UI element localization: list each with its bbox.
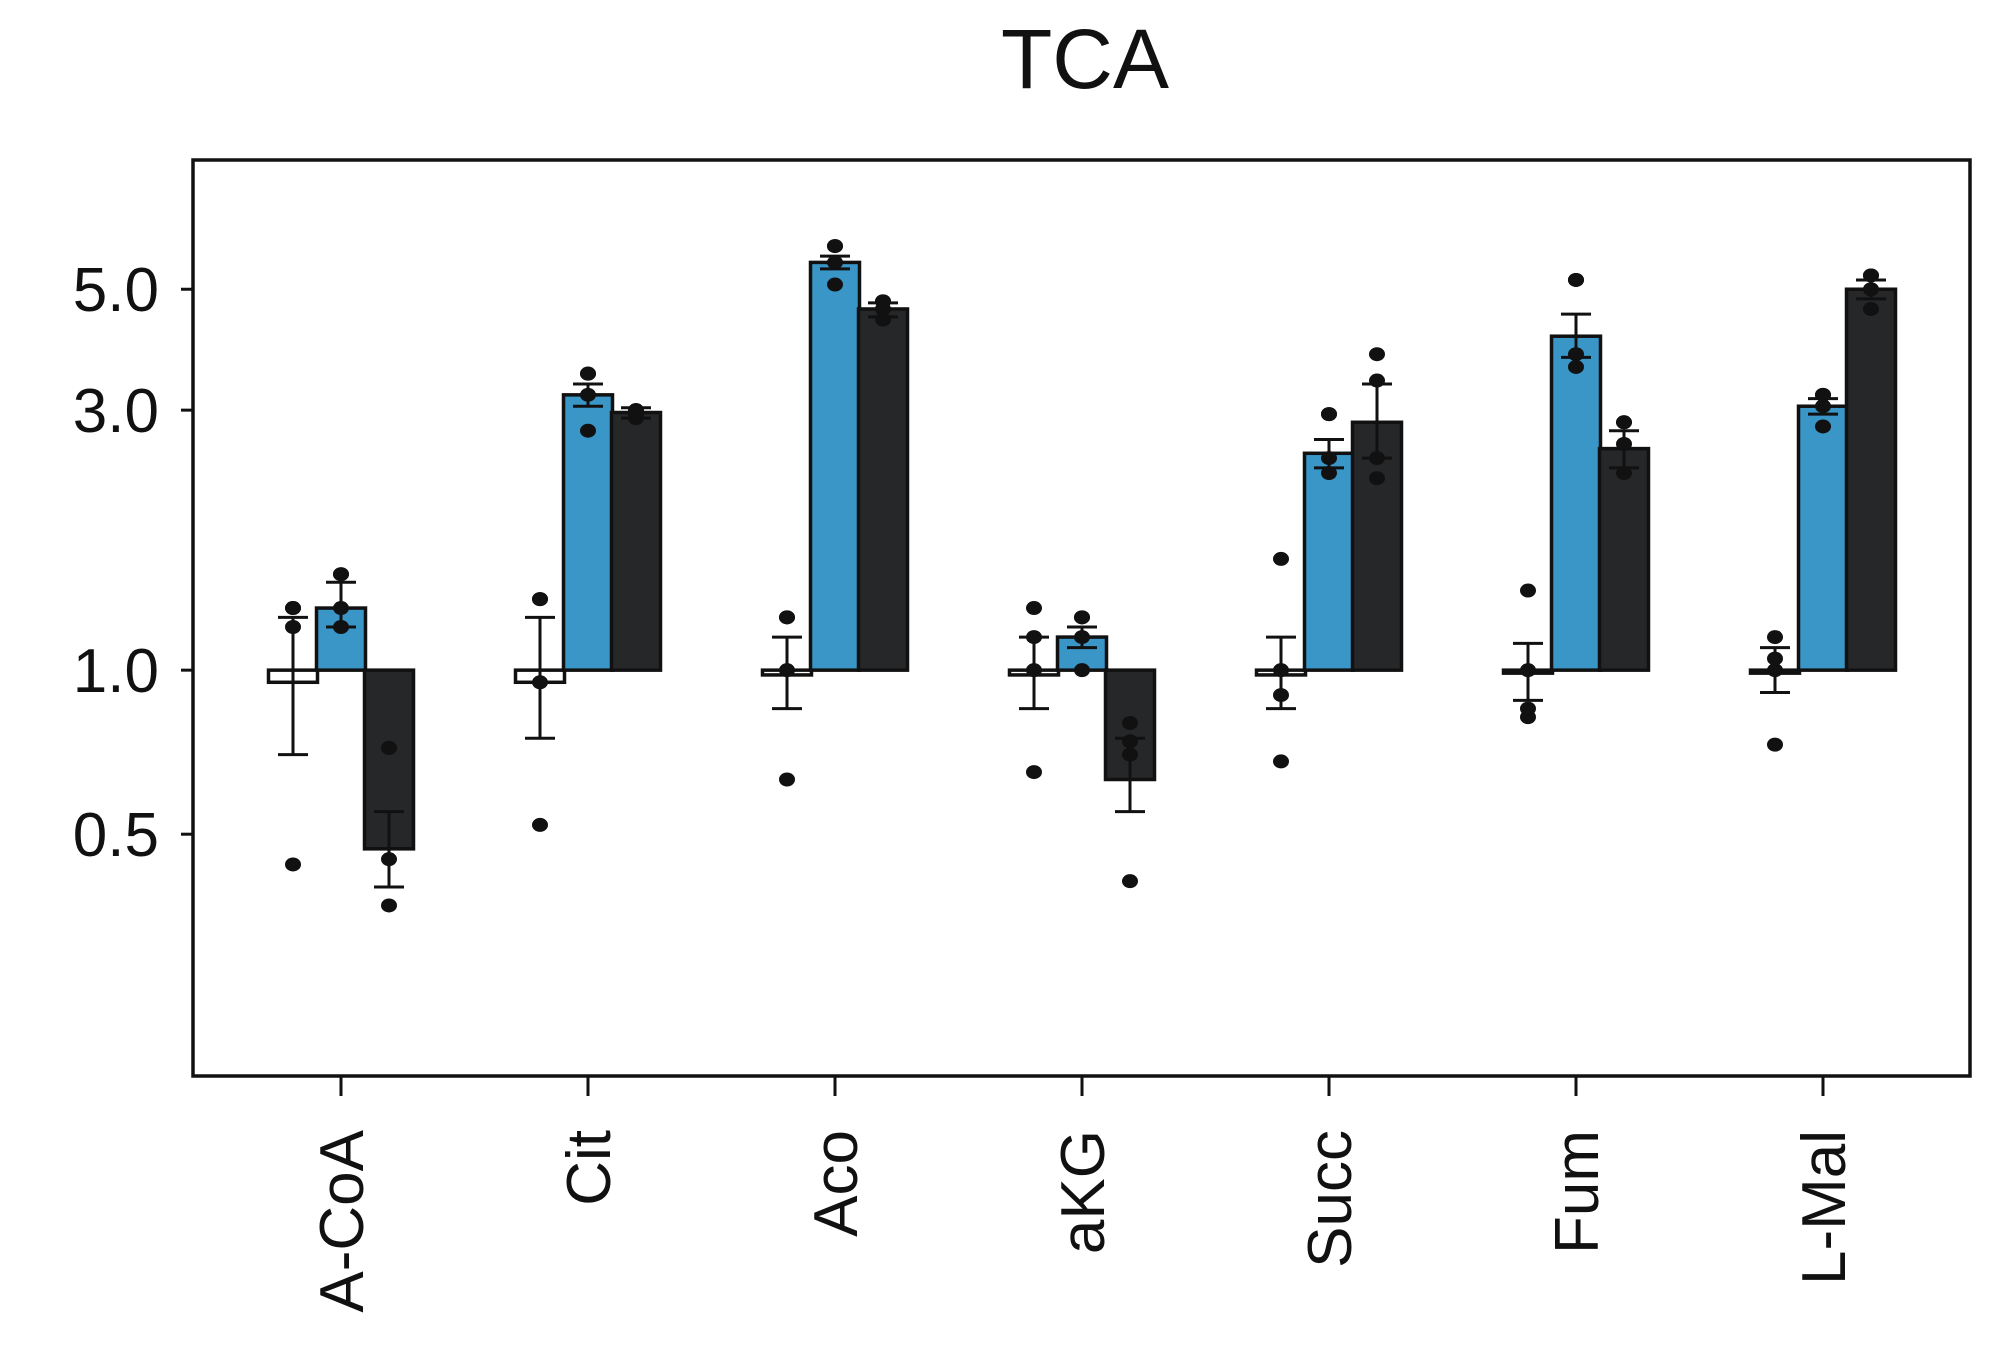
x-tick-label: Aco bbox=[802, 1130, 871, 1237]
bar bbox=[1302, 451, 1356, 672]
data-point bbox=[1074, 630, 1090, 645]
data-point bbox=[1074, 610, 1090, 625]
bar bbox=[856, 307, 910, 672]
data-point bbox=[1321, 407, 1337, 422]
data-point bbox=[1815, 399, 1831, 414]
data-point bbox=[1568, 359, 1584, 374]
data-point bbox=[1026, 663, 1042, 678]
data-point bbox=[1767, 737, 1783, 752]
data-point bbox=[1273, 663, 1289, 678]
error-bar bbox=[374, 810, 404, 889]
data-point bbox=[1074, 663, 1090, 678]
data-points-layer bbox=[285, 239, 1879, 913]
y-tick-label: 1.0 bbox=[73, 637, 159, 706]
data-point bbox=[1616, 437, 1632, 452]
data-point bbox=[285, 857, 301, 872]
data-point bbox=[580, 423, 596, 438]
x-tick-label: L-Mal bbox=[1790, 1130, 1859, 1285]
data-point bbox=[1815, 419, 1831, 434]
data-point bbox=[1568, 347, 1584, 362]
data-point bbox=[1863, 268, 1879, 283]
bar bbox=[1796, 404, 1850, 672]
data-point bbox=[381, 852, 397, 867]
y-tick-label: 0.5 bbox=[73, 801, 159, 870]
data-point bbox=[827, 277, 843, 292]
data-point bbox=[1767, 630, 1783, 645]
bar bbox=[609, 410, 663, 672]
data-point bbox=[285, 620, 301, 634]
data-point bbox=[1026, 765, 1042, 780]
data-point bbox=[1026, 630, 1042, 645]
data-point bbox=[1520, 663, 1536, 678]
data-point bbox=[333, 620, 349, 634]
axes-layer: 0.5 1.0 3.0 5.0 A-CoA Cit Aco aKG Succ Fum L-Mal bbox=[73, 256, 1859, 1312]
data-point bbox=[580, 366, 596, 381]
x-tick-label: Cit bbox=[555, 1130, 624, 1206]
x-tick-label: Fum bbox=[1543, 1130, 1612, 1254]
data-point bbox=[875, 294, 891, 309]
data-point bbox=[1273, 551, 1289, 566]
data-point bbox=[1863, 301, 1879, 316]
data-point bbox=[333, 567, 349, 582]
x-tick-label: A-CoA bbox=[308, 1129, 377, 1312]
data-point bbox=[1369, 471, 1385, 486]
data-point bbox=[827, 239, 843, 254]
data-point bbox=[1122, 874, 1138, 889]
data-point bbox=[1122, 715, 1138, 730]
data-point bbox=[1321, 451, 1337, 466]
data-point bbox=[779, 772, 795, 787]
data-point bbox=[1273, 754, 1289, 769]
data-point bbox=[532, 675, 548, 690]
bar bbox=[561, 393, 615, 672]
data-point bbox=[1369, 347, 1385, 362]
data-point bbox=[333, 601, 349, 616]
data-point bbox=[1122, 734, 1138, 749]
data-point bbox=[1616, 466, 1632, 481]
chart-title: TCA bbox=[1001, 12, 1169, 106]
data-point bbox=[1568, 272, 1584, 287]
data-point bbox=[1026, 601, 1042, 616]
x-tick-label: aKG bbox=[1049, 1130, 1118, 1254]
data-point bbox=[285, 601, 301, 616]
data-point bbox=[1321, 466, 1337, 481]
bar bbox=[1549, 334, 1603, 672]
y-tick-label: 3.0 bbox=[73, 377, 159, 446]
bar bbox=[808, 260, 862, 672]
data-point bbox=[381, 740, 397, 755]
plot-frame bbox=[191, 158, 1972, 1078]
data-point bbox=[1767, 651, 1783, 666]
bars-layer bbox=[266, 260, 1898, 851]
data-point bbox=[1369, 373, 1385, 388]
data-point bbox=[1520, 583, 1536, 598]
data-point bbox=[1815, 387, 1831, 402]
data-point bbox=[1122, 747, 1138, 762]
data-point bbox=[779, 610, 795, 625]
x-tick-label: Succ bbox=[1296, 1130, 1365, 1268]
data-point bbox=[1863, 282, 1879, 297]
data-point bbox=[1520, 701, 1536, 716]
data-point bbox=[532, 817, 548, 832]
data-point bbox=[1369, 451, 1385, 466]
data-point bbox=[779, 663, 795, 678]
y-tick-label: 5.0 bbox=[73, 256, 159, 325]
data-point bbox=[580, 387, 596, 402]
data-point bbox=[1767, 663, 1783, 678]
bar bbox=[1597, 446, 1651, 672]
data-point bbox=[532, 592, 548, 607]
data-point bbox=[1616, 415, 1632, 430]
data-point bbox=[381, 898, 397, 913]
bar bbox=[1844, 287, 1898, 672]
data-point bbox=[875, 312, 891, 327]
error-bar bbox=[278, 615, 308, 757]
data-point bbox=[628, 403, 644, 418]
data-point bbox=[1273, 688, 1289, 703]
data-point bbox=[827, 255, 843, 270]
